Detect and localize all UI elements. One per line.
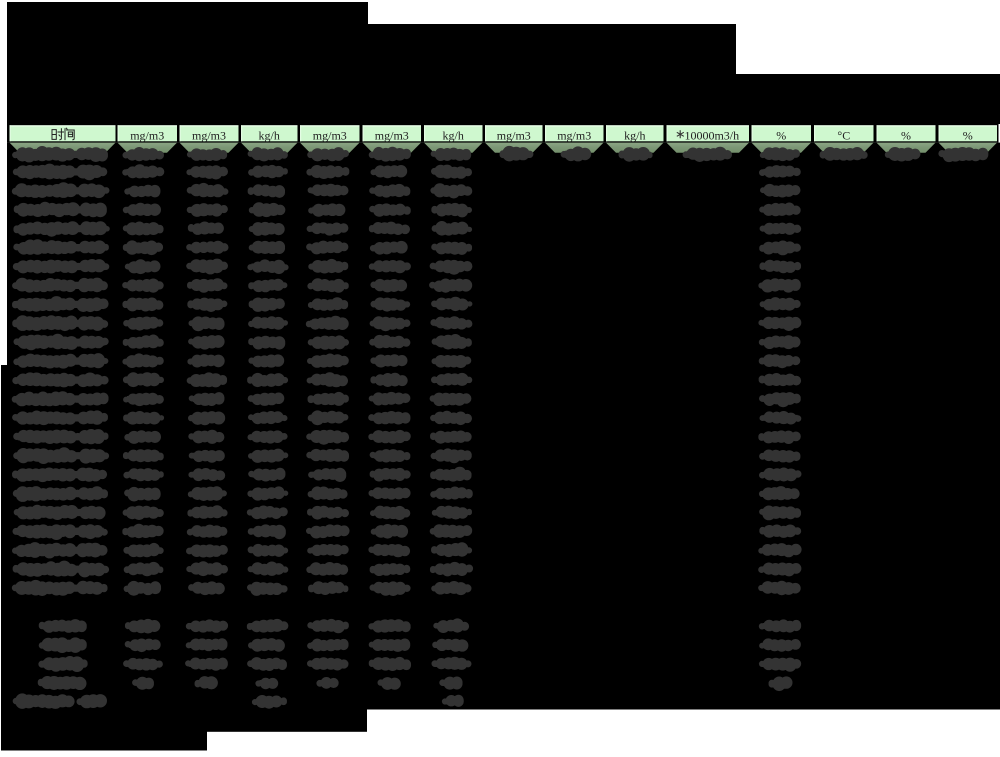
svg-text:°C: °C — [837, 128, 850, 142]
svg-text:kg/h: kg/h — [259, 128, 280, 142]
svg-text:mg/m3: mg/m3 — [557, 128, 591, 142]
svg-text:mg/m3: mg/m3 — [313, 128, 347, 142]
svg-text:%: % — [901, 128, 911, 142]
svg-text:mg/m3: mg/m3 — [375, 128, 409, 142]
svg-text:mg/m3: mg/m3 — [497, 128, 531, 142]
svg-text:mg/m3: mg/m3 — [130, 128, 164, 142]
svg-text:mg/m3: mg/m3 — [192, 128, 226, 142]
svg-text:kg/h: kg/h — [443, 128, 464, 142]
svg-text:10000m3/h: 10000m3/h — [684, 128, 739, 142]
svg-text:%: % — [776, 128, 786, 142]
svg-text:kg/h: kg/h — [624, 128, 645, 142]
svg-text:%: % — [963, 128, 973, 142]
